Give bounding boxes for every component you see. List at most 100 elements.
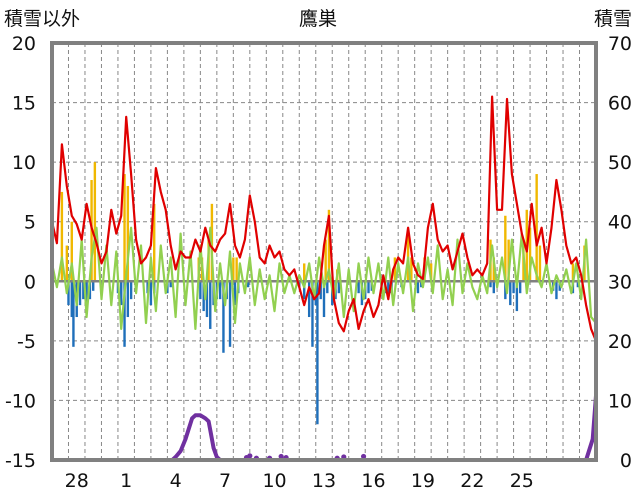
x-tick-label: 28 <box>65 470 89 492</box>
precip-bar <box>120 281 123 306</box>
precip-bar <box>416 281 420 294</box>
temperature-line <box>50 95 598 342</box>
right-tick-label: 10 <box>608 390 632 412</box>
precip-bar <box>123 281 126 347</box>
left-tick-label: 5 <box>24 212 36 234</box>
left-tick-label: -10 <box>5 390 36 412</box>
precip-bar <box>357 281 360 294</box>
precip-bar <box>316 281 319 425</box>
sunshine-bar <box>429 263 433 282</box>
right-axis: 70 60 50 40 30 20 10 0 <box>608 33 632 472</box>
sunshine-bar <box>235 257 238 282</box>
sunshine-bar <box>528 227 532 282</box>
precip-bar <box>387 281 390 300</box>
x-axis: 28 1 4 7 10 13 16 19 22 25 <box>65 470 534 492</box>
temp-diff-line <box>50 226 598 330</box>
precip-bar <box>82 281 85 300</box>
precip-bar <box>92 281 95 291</box>
x-tick-label: 25 <box>510 470 534 492</box>
precip-bar <box>126 281 130 318</box>
precip-bar <box>218 281 222 300</box>
left-tick-label: 10 <box>12 152 36 174</box>
right-tick-label: 20 <box>608 331 632 353</box>
x-tick-label: 7 <box>219 470 231 492</box>
sunshine-bar <box>571 263 575 282</box>
precip-bar <box>509 281 512 306</box>
left-tick-label: 20 <box>12 33 36 55</box>
right-tick-label: 30 <box>608 271 632 293</box>
right-tick-label: 40 <box>608 212 632 234</box>
precip-bar <box>492 281 495 294</box>
precip-bar <box>228 281 232 347</box>
snow-depth-mark <box>247 453 253 459</box>
precip-bar <box>169 281 172 288</box>
left-axis-title: 積雪以外 <box>4 8 80 30</box>
precip-bar <box>504 281 507 300</box>
left-tick-label: -15 <box>5 450 36 472</box>
sunshine-bar <box>327 209 331 282</box>
precip-bar <box>78 281 82 306</box>
right-tick-label: 0 <box>620 450 632 472</box>
precip-bar <box>518 281 522 294</box>
precip-bar <box>149 281 153 306</box>
precip-bar <box>515 281 519 312</box>
sunshine-bar <box>93 162 97 282</box>
series-lines <box>50 95 598 462</box>
left-axis: 20 15 10 5 0 -5 -10 -15 <box>5 33 36 472</box>
snow-depth-mark <box>278 453 284 460</box>
chart-title: 鷹巣 <box>299 8 337 30</box>
snow-depth-line <box>50 413 598 462</box>
precip-bar <box>367 281 370 294</box>
plot-frame <box>50 41 598 462</box>
x-tick-label: 22 <box>460 470 484 492</box>
sunshine-bar <box>303 263 306 282</box>
precip-bar <box>129 281 133 300</box>
precip-bar <box>199 281 202 300</box>
sunshine-bar <box>535 174 538 282</box>
precip-bar <box>311 281 314 347</box>
sunshine-bar <box>70 221 73 282</box>
sunshine-bar <box>393 257 397 282</box>
sunshine-bar <box>232 257 235 282</box>
sunshine-bar <box>507 239 510 282</box>
x-tick-label: 19 <box>411 470 435 492</box>
sunshine-bar <box>492 257 495 282</box>
left-tick-label: 15 <box>12 93 36 115</box>
right-tick-label: 70 <box>608 33 632 55</box>
precip-bar <box>337 281 341 294</box>
left-tick-label: -5 <box>17 331 36 353</box>
x-tick-label: 16 <box>361 470 385 492</box>
sunshine-bar <box>126 185 130 282</box>
snow-depth-mark <box>360 453 367 460</box>
x-tick-label: 10 <box>262 470 286 492</box>
right-tick-label: 60 <box>608 93 632 115</box>
x-tick-label: 4 <box>170 470 182 492</box>
sunshine-bar <box>324 239 327 282</box>
precip-bar <box>303 281 306 300</box>
sunshine-bar <box>504 215 507 282</box>
left-tick-label: 0 <box>24 271 36 293</box>
sunshine-bar <box>65 245 69 282</box>
precip-bar <box>326 281 329 294</box>
precip-bar <box>205 281 209 318</box>
sunshine-bar <box>538 245 542 282</box>
precip-bar <box>307 281 311 318</box>
x-tick-label: 13 <box>312 470 336 492</box>
precip-bar <box>67 281 70 306</box>
right-tick-label: 50 <box>608 152 632 174</box>
sunshine-bar <box>123 174 126 282</box>
sunshine-bar <box>153 203 156 282</box>
right-axis-title: 積雪 <box>594 8 632 30</box>
precip-bar <box>202 281 205 312</box>
precip-bar <box>555 281 558 300</box>
precip-bar <box>489 281 492 288</box>
sunshine-bar <box>60 191 64 282</box>
precip-bar <box>322 281 326 318</box>
sunshine-bar <box>410 257 413 282</box>
precip-bar <box>222 281 225 353</box>
precip-bar <box>209 281 212 329</box>
precip-bar <box>319 281 322 300</box>
precip-bar <box>70 281 73 318</box>
precip-bar <box>246 281 250 288</box>
